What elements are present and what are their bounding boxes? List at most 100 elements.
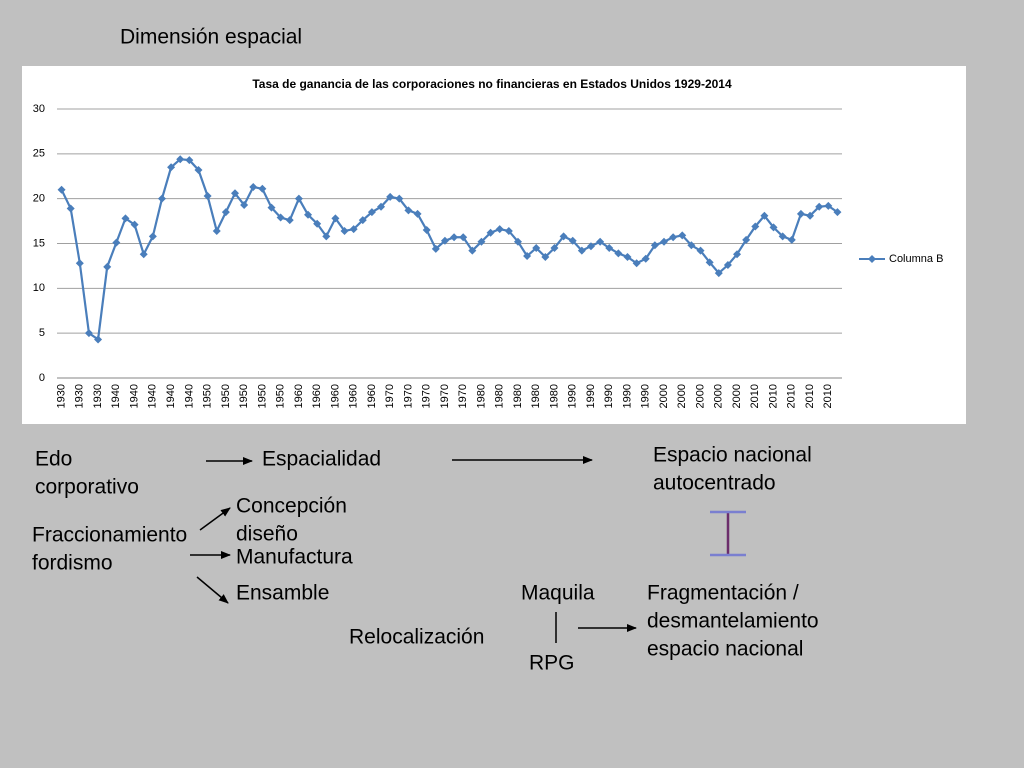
legend-marker	[868, 255, 876, 263]
marker	[687, 241, 696, 250]
marker	[705, 258, 714, 267]
diagram-label: Espacialidad	[262, 448, 381, 471]
diagram-label: fordismo	[32, 552, 113, 575]
x-tick-label: 1970	[439, 384, 451, 408]
marker	[221, 208, 230, 217]
x-tick-label: 2010	[767, 384, 779, 408]
marker	[459, 233, 468, 242]
marker	[258, 184, 267, 193]
y-tick-label: 30	[33, 103, 45, 115]
x-tick-label: 1930	[74, 384, 86, 408]
arrow	[199, 507, 231, 531]
marker	[723, 261, 732, 270]
marker	[796, 209, 805, 218]
x-tick-label: 1970	[402, 384, 414, 408]
marker	[532, 243, 541, 252]
x-tick-label: 1990	[585, 384, 597, 408]
marker	[669, 233, 678, 242]
marker	[760, 211, 769, 220]
diagram-label: desmantelamiento	[647, 610, 819, 633]
marker	[486, 228, 495, 237]
marker	[112, 238, 121, 247]
marker	[358, 216, 367, 225]
marker	[824, 201, 833, 210]
x-tick-label: 1960	[366, 384, 378, 408]
x-tick-label: 2000	[713, 384, 725, 408]
marker	[751, 222, 760, 231]
x-tick-label: 1990	[603, 384, 615, 408]
x-tick-label: 1940	[147, 384, 159, 408]
marker	[294, 194, 303, 203]
marker	[422, 226, 431, 235]
x-tick-label: 1950	[275, 384, 287, 408]
marker	[285, 216, 294, 225]
marker	[733, 250, 742, 259]
y-tick-label: 25	[33, 148, 45, 160]
marker	[340, 226, 349, 235]
marker	[103, 262, 112, 271]
marker	[833, 208, 842, 217]
x-tick-label: 1950	[238, 384, 250, 408]
marker	[212, 226, 221, 235]
marker	[577, 246, 586, 255]
x-tick-label: 1970	[384, 384, 396, 408]
marker	[787, 235, 796, 244]
marker	[468, 246, 477, 255]
marker	[75, 259, 84, 268]
x-tick-label: 1990	[567, 384, 579, 408]
diagram-label: corporativo	[35, 476, 139, 499]
marker	[568, 236, 577, 245]
x-tick-label: 1960	[293, 384, 305, 408]
marker	[806, 211, 815, 220]
x-tick-label: 1970	[421, 384, 433, 408]
marker	[203, 191, 212, 200]
marker	[167, 163, 176, 172]
x-tick-label: 1950	[202, 384, 214, 408]
x-tick-label: 1980	[475, 384, 487, 408]
marker	[742, 235, 751, 244]
y-tick-label: 15	[33, 237, 45, 249]
marker	[523, 252, 532, 261]
marker	[176, 155, 185, 164]
y-tick-label: 5	[39, 327, 45, 339]
marker	[632, 259, 641, 268]
marker	[614, 249, 623, 258]
diagram-label: Espacio nacional	[653, 444, 812, 467]
marker	[678, 231, 687, 240]
x-tick-label: 1940	[183, 384, 195, 408]
y-tick-label: 20	[33, 193, 45, 205]
marker	[367, 208, 376, 217]
marker	[541, 252, 550, 261]
x-tick-label: 1980	[530, 384, 542, 408]
marker	[440, 236, 449, 245]
marker	[559, 232, 568, 241]
marker	[778, 232, 787, 241]
diagram-label: Concepción	[236, 495, 347, 518]
x-tick-label: 1990	[621, 384, 633, 408]
marker	[240, 200, 249, 209]
x-tick-label: 2000	[731, 384, 743, 408]
marker	[121, 214, 130, 223]
marker	[157, 194, 166, 203]
marker	[513, 237, 522, 246]
marker	[322, 232, 331, 241]
marker	[94, 335, 103, 344]
marker	[477, 237, 486, 246]
opposition-symbol	[710, 510, 746, 557]
marker	[313, 219, 322, 228]
marker	[404, 206, 413, 215]
marker	[641, 254, 650, 263]
marker	[349, 225, 358, 234]
marker	[431, 244, 440, 253]
diagram-label: RPG	[529, 652, 575, 675]
diagram-label: Relocalización	[349, 626, 484, 649]
x-tick-label: 1970	[457, 384, 469, 408]
x-tick-label: 1930	[92, 384, 104, 408]
arrow	[196, 576, 229, 604]
x-tick-label: 1950	[220, 384, 232, 408]
chart-panel	[22, 66, 966, 424]
x-tick-label: 1940	[165, 384, 177, 408]
marker	[276, 213, 285, 222]
marker	[377, 202, 386, 211]
x-tick-label: 2010	[804, 384, 816, 408]
